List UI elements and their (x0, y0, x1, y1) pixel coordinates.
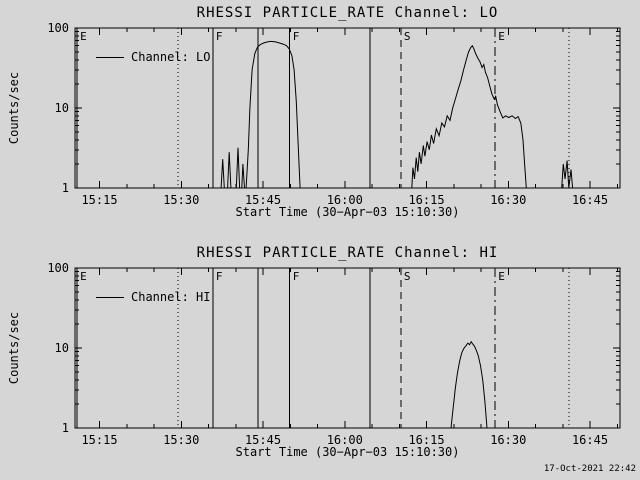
svg-text:F: F (216, 30, 223, 43)
render-timestamp: 17-Oct-2021 22:42 (543, 464, 636, 474)
y-axis-label-lo: Counts/sec (7, 71, 21, 145)
svg-text:16:15: 16:15 (408, 433, 444, 447)
legend-lo: Channel: LO (96, 50, 210, 64)
svg-text:16:00: 16:00 (327, 193, 363, 207)
legend-line-sample-icon (96, 296, 124, 298)
chart-lo-block: 15:15 15:30 15:45 16:00 16:15 16:30 16:45 1 10 10… (0, 0, 640, 238)
svg-text:15:45: 15:45 (245, 193, 281, 207)
svg-text:E: E (498, 270, 505, 283)
legend-label-hi: Channel: HI (131, 290, 211, 304)
svg-text:10: 10 (55, 101, 69, 115)
svg-text:S: S (404, 270, 411, 283)
svg-text:16:30: 16:30 (490, 193, 526, 207)
svg-text:16:00: 16:00 (327, 433, 363, 447)
svg-text:E: E (498, 30, 505, 43)
svg-text:16:15: 16:15 (408, 193, 444, 207)
svg-text:15:15: 15:15 (81, 433, 117, 447)
chart-title-lo: RHESSI PARTICLE_RATE Channel: LO (196, 5, 499, 21)
x-axis-label-hi: Start Time (30−Apr−03 15:10:30) (235, 445, 460, 459)
plot-area-hi: 15:15 15:30 15:45 16:00 16:15 16:30 16:45 1 10 10… (47, 261, 621, 447)
svg-text:15:15: 15:15 (81, 193, 117, 207)
plot-area-lo: 15:15 15:30 15:45 16:00 16:15 16:30 16:45 1 10 10… (47, 21, 621, 207)
svg-text:100: 100 (47, 21, 69, 35)
legend-line-sample-icon (96, 56, 124, 58)
svg-text:F: F (216, 270, 223, 283)
svg-text:1: 1 (62, 421, 69, 435)
svg-text:1: 1 (62, 181, 69, 195)
chart-hi-block: 15:15 15:30 15:45 16:00 16:15 16:30 16:45 1 10 10… (0, 240, 640, 478)
legend-hi: Channel: HI (96, 290, 210, 304)
svg-text:15:30: 15:30 (163, 433, 199, 447)
x-axis-label-lo: Start Time (30−Apr−03 15:10:30) (235, 205, 460, 219)
svg-text:100: 100 (47, 261, 69, 275)
svg-text:16:45: 16:45 (572, 193, 608, 207)
svg-text:E: E (80, 30, 87, 43)
svg-text:16:30: 16:30 (490, 433, 526, 447)
chart-title-hi: RHESSI PARTICLE_RATE Channel: HI (196, 245, 499, 261)
svg-text:S: S (404, 30, 411, 43)
svg-text:F: F (293, 30, 300, 43)
svg-text:10: 10 (55, 341, 69, 355)
svg-text:16:45: 16:45 (572, 433, 608, 447)
y-axis-label-hi: Counts/sec (7, 311, 21, 385)
svg-text:15:30: 15:30 (163, 193, 199, 207)
svg-text:15:45: 15:45 (245, 433, 281, 447)
svg-text:F: F (293, 270, 300, 283)
svg-text:E: E (80, 270, 87, 283)
legend-label-lo: Channel: LO (131, 50, 211, 64)
